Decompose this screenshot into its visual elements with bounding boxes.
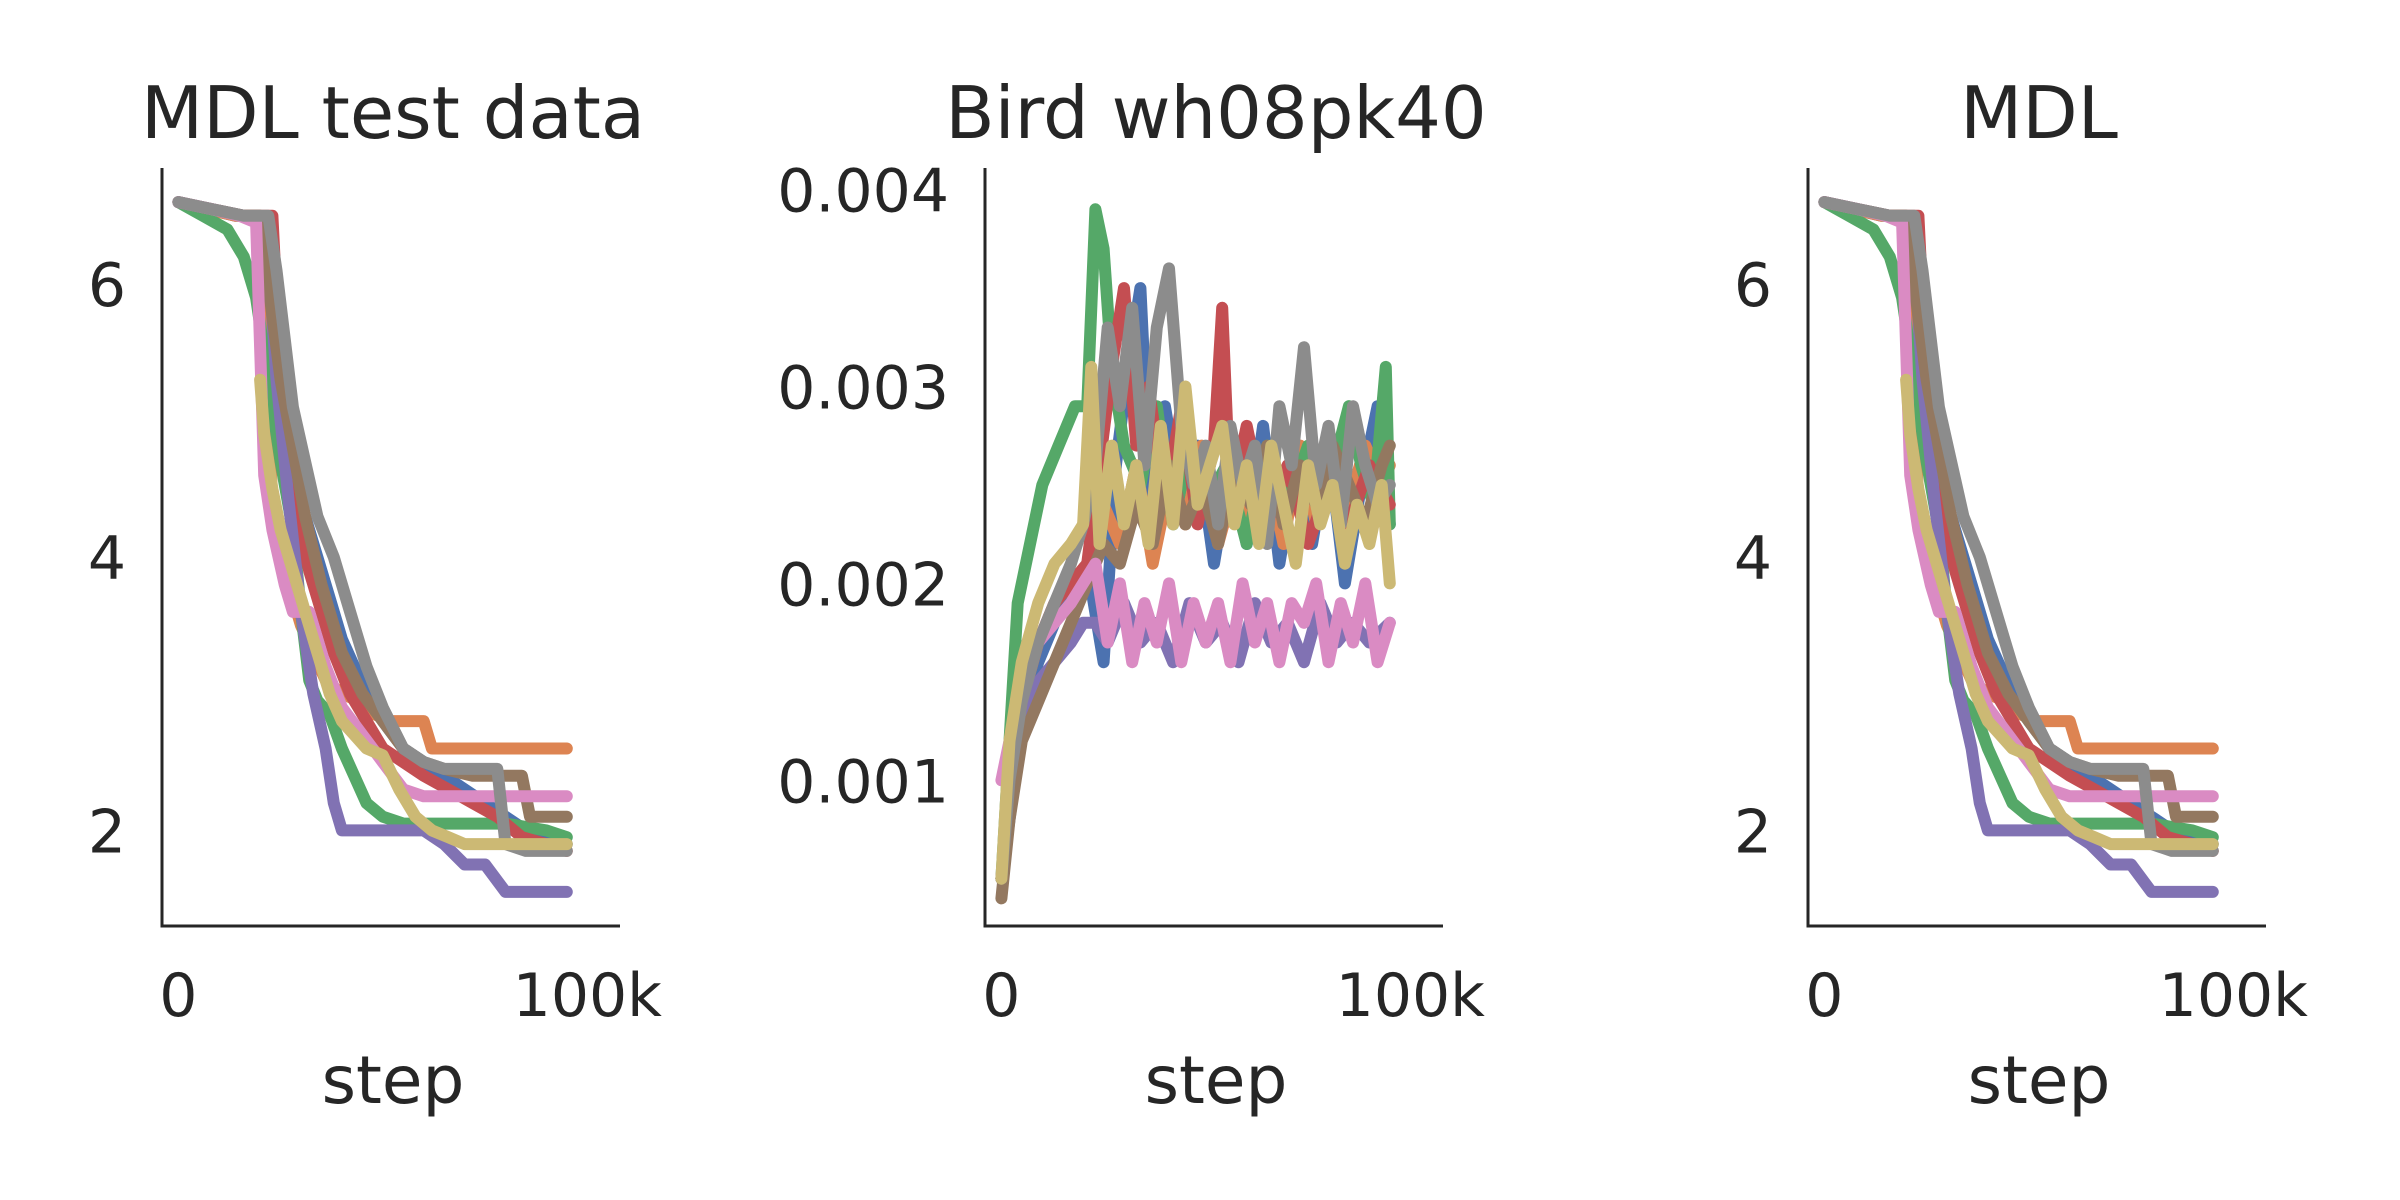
series-group	[995, 203, 1396, 905]
x-tick-label: 100k	[1336, 961, 1486, 1031]
series-line-9	[995, 360, 1396, 885]
series-line-5	[1818, 196, 2219, 898]
x-axis-label: step	[322, 1042, 465, 1119]
series-line-6	[172, 196, 573, 823]
series-group	[172, 196, 573, 898]
y-tick-label: 6	[88, 251, 126, 321]
panel-mdl: MDL step 0 100k 2 4 6	[1734, 71, 2308, 1119]
y-tick-label: 6	[1734, 251, 1772, 321]
series-line-3	[1818, 196, 2219, 844]
y-tick-label: 0.003	[777, 354, 949, 424]
x-tick-label: 0	[1805, 961, 1843, 1031]
series-line-7	[995, 557, 1396, 787]
y-tick-label: 4	[88, 524, 126, 594]
x-axis-label: step	[1145, 1042, 1288, 1119]
y-tick-label: 0.004	[777, 157, 949, 227]
y-tick-label: 2	[88, 797, 126, 867]
series-line-8	[172, 196, 573, 857]
x-tick-label: 100k	[513, 961, 663, 1031]
series-line-6	[1818, 196, 2219, 823]
x-tick-label: 0	[159, 961, 197, 1031]
series-line-8	[995, 262, 1396, 885]
panel-bird-wh08pk40: Bird wh08pk40 step 0 100k 0.001 0.002 0.003 0…	[777, 71, 1487, 1119]
y-tick-label: 0.002	[777, 550, 949, 620]
x-axis-label: step	[1968, 1042, 2111, 1119]
series-line-9	[1900, 373, 2219, 851]
panel-title: MDL test data	[141, 71, 645, 155]
panel-mdl-test-data: MDL test data step 0 100k 2 4 6	[88, 71, 662, 1119]
x-tick-label: 100k	[2159, 961, 2309, 1031]
series-line-3	[172, 196, 573, 844]
y-tick-label: 4	[1734, 524, 1772, 594]
series-line-3	[995, 203, 1396, 885]
series-line-5	[172, 196, 573, 898]
series-group	[1818, 196, 2219, 898]
series-line-9	[254, 373, 573, 851]
y-tick-label: 2	[1734, 797, 1772, 867]
panel-title: Bird wh08pk40	[945, 71, 1486, 155]
panel-title: MDL	[1960, 71, 2118, 155]
y-tick-label: 0.001	[777, 747, 949, 817]
series-line-8	[1818, 196, 2219, 857]
x-tick-label: 0	[982, 961, 1020, 1031]
